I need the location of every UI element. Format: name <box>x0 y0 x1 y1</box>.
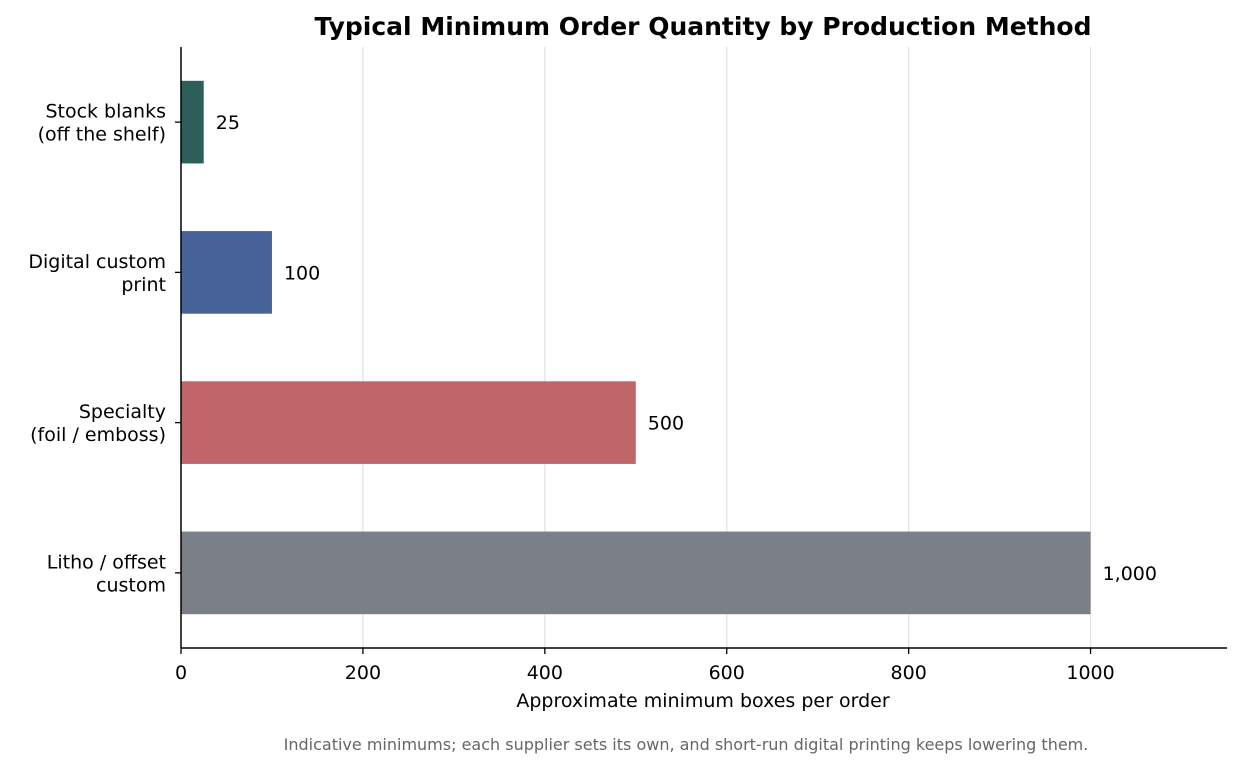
x-axis-label: Approximate minimum boxes per order <box>516 690 889 712</box>
bar <box>181 381 636 464</box>
chart-title: Typical Minimum Order Quantity by Produc… <box>315 12 1092 41</box>
x-tick-label: 800 <box>891 662 927 684</box>
data-label: 1,000 <box>1103 563 1157 585</box>
bars <box>181 80 1091 615</box>
data-label: 100 <box>284 262 320 284</box>
category-label: Litho / offset custom <box>47 551 166 596</box>
bar <box>181 531 1091 615</box>
x-tick-label: 400 <box>527 662 563 684</box>
bar <box>181 231 272 314</box>
data-label: 500 <box>648 413 684 435</box>
category-label: Digital custom print <box>28 251 166 296</box>
category-label: Specialty (foil / emboss) <box>30 401 166 446</box>
labels: 25 Stock blanks (off the shelf) 100 Digital … <box>28 101 1157 684</box>
x-tick-label: 1000 <box>1066 662 1114 684</box>
x-tick-label: 0 <box>175 662 187 684</box>
category-label: Stock blanks (off the shelf) <box>38 101 166 146</box>
axes <box>175 47 1227 654</box>
x-tick-label: 200 <box>345 662 381 684</box>
bar <box>181 80 204 164</box>
x-tick-label: 600 <box>709 662 745 684</box>
caption: Indicative minimums; each supplier sets … <box>284 735 1089 754</box>
data-label: 25 <box>216 112 240 134</box>
